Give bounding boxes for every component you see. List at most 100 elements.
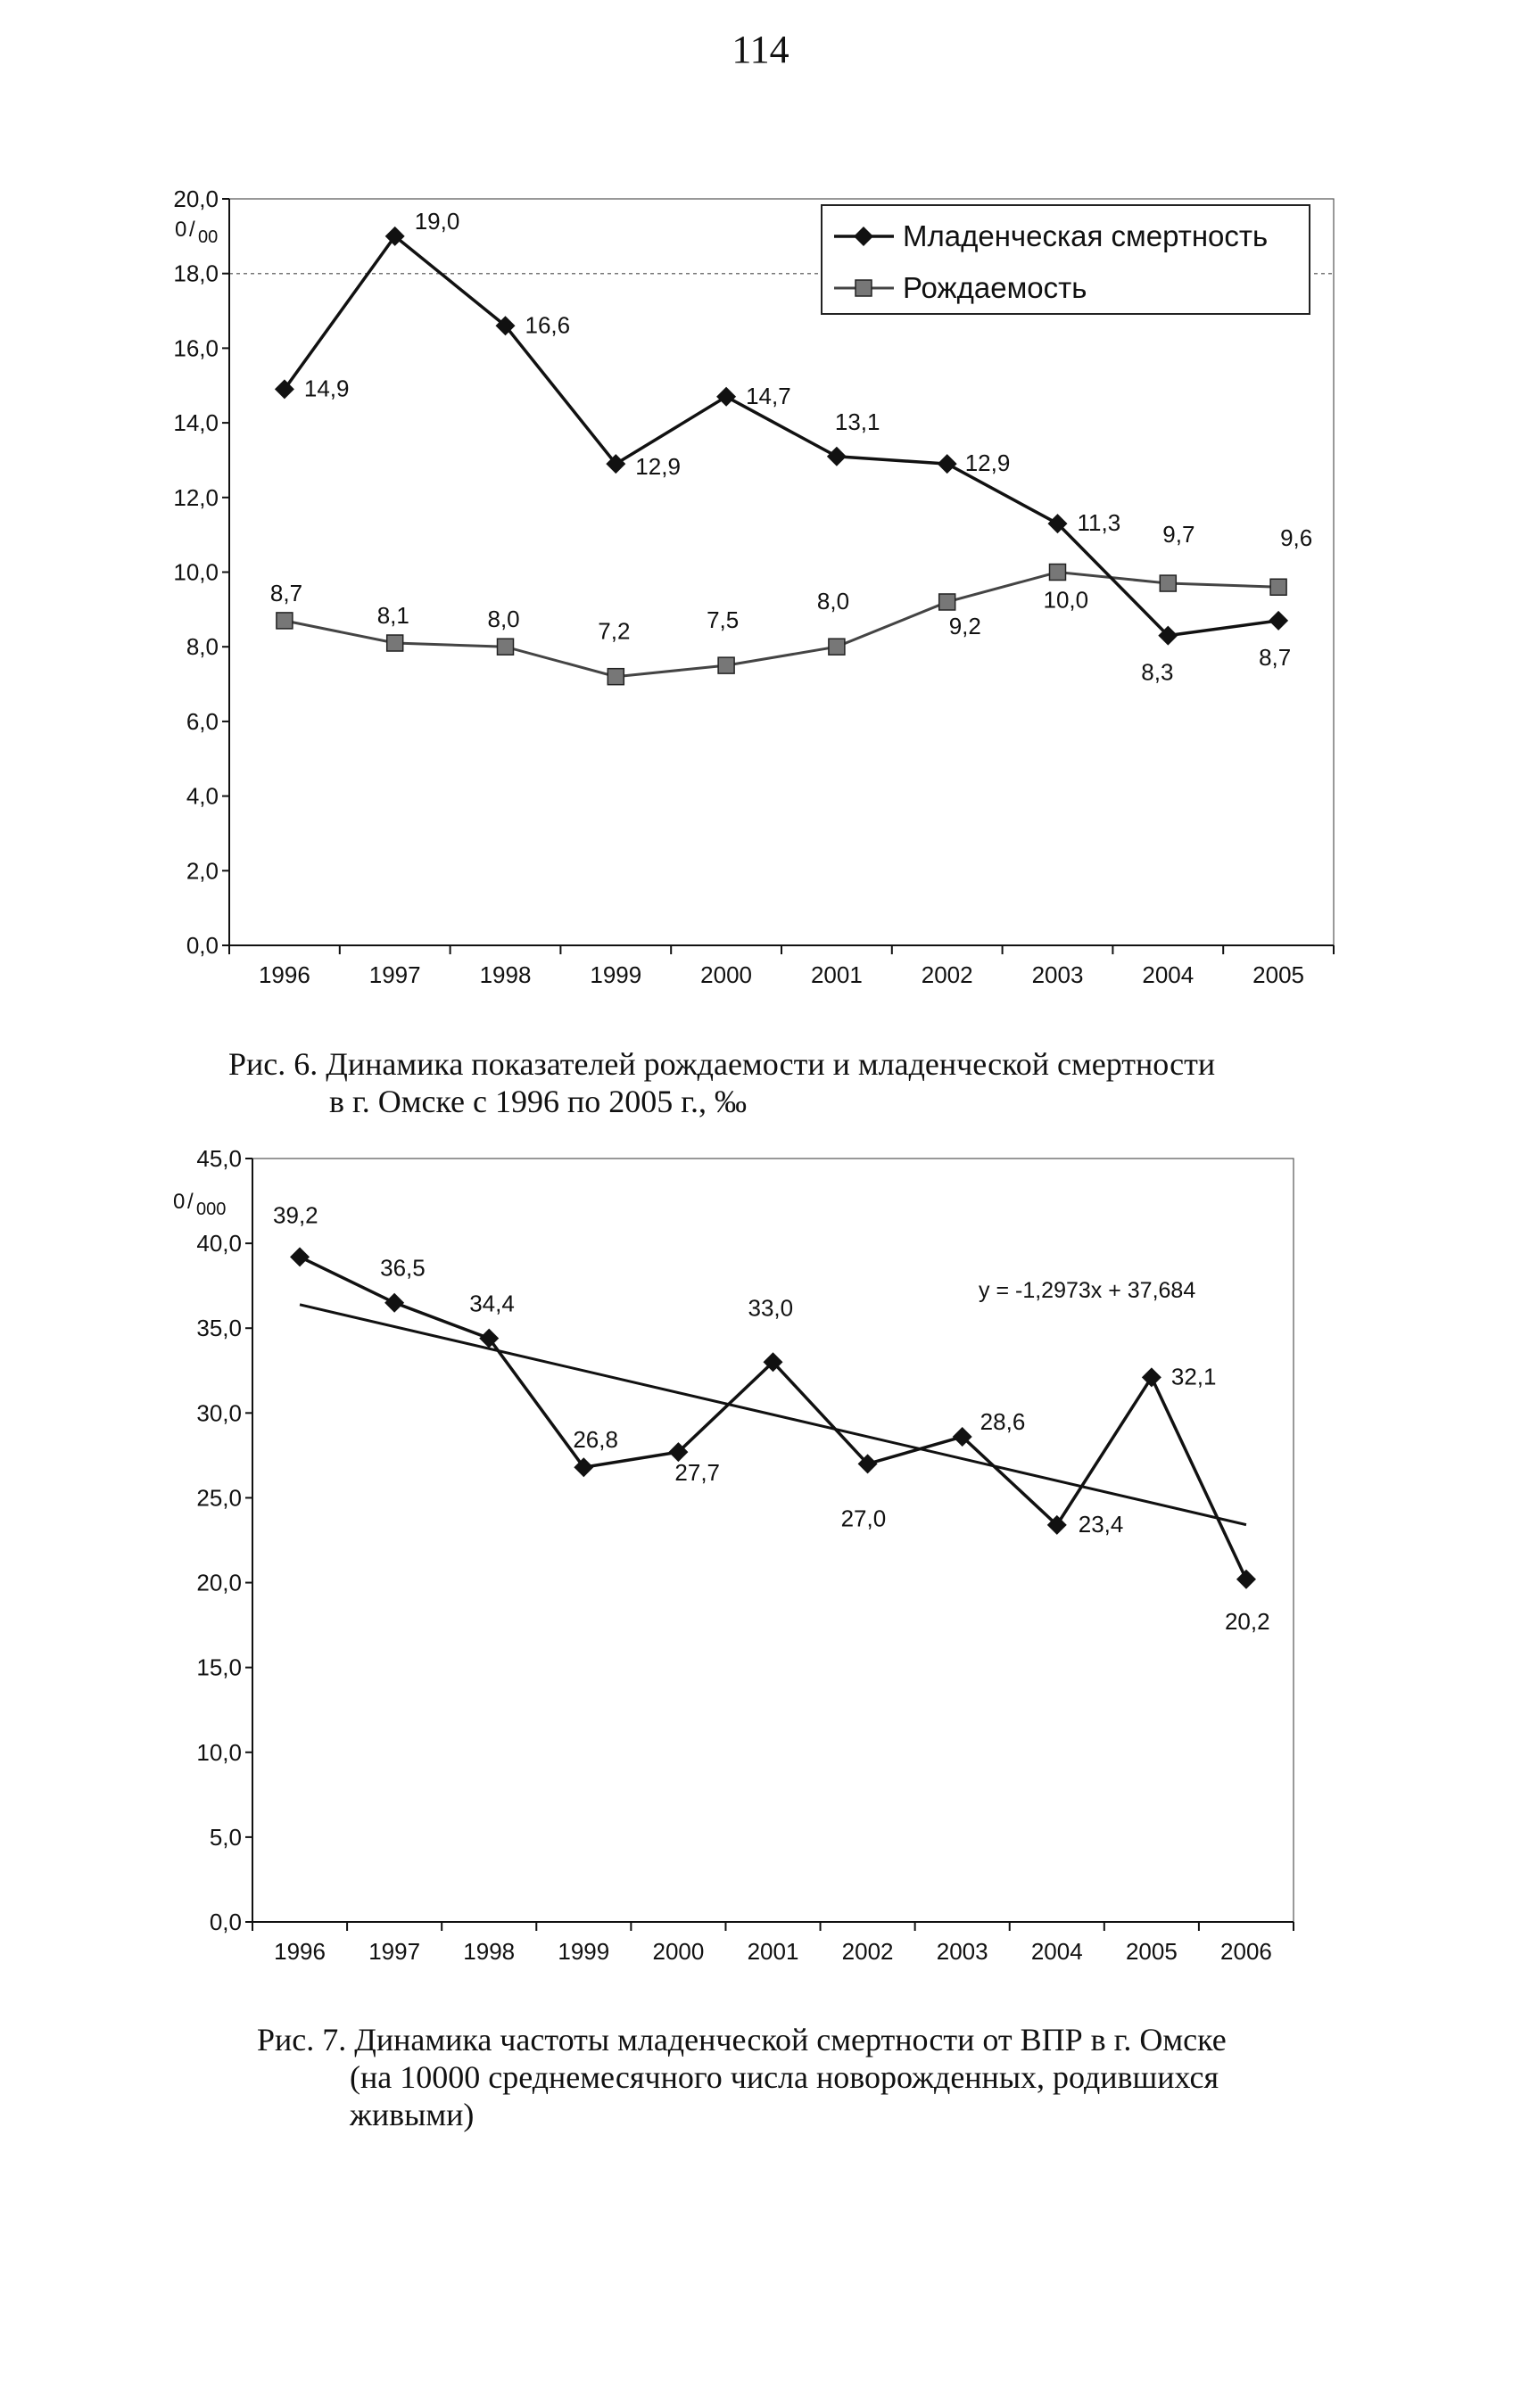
y-unit-label: / xyxy=(189,218,195,242)
y-tick-label: 35,0 xyxy=(196,1315,242,1341)
y-tick-label: 15,0 xyxy=(196,1654,242,1681)
y-unit-label: 000 xyxy=(196,1200,226,1219)
y-tick-label: 10,0 xyxy=(173,559,219,586)
infant-mortality-data-label: 19,0 xyxy=(415,208,460,235)
legend-label-birth-rate: Рождаемость xyxy=(903,271,1087,304)
birth-rate-data-label: 8,1 xyxy=(377,602,409,629)
x-tick-label: 2004 xyxy=(1142,961,1194,988)
y-unit-label: 0 xyxy=(173,1190,185,1214)
vpr-mortality-point xyxy=(952,1426,972,1447)
x-tick-label: 2005 xyxy=(1126,1938,1178,1965)
x-tick-label: 2005 xyxy=(1252,961,1304,988)
x-tick-label: 2004 xyxy=(1031,1938,1083,1965)
x-tick-label: 1996 xyxy=(259,961,310,988)
birth-rate-point xyxy=(938,593,956,611)
infant-mortality-data-label: 14,7 xyxy=(746,383,791,409)
vpr-mortality-data-label: 20,2 xyxy=(1225,1608,1270,1635)
caption-line: Рис. 7. Динамика частоты младенческой см… xyxy=(257,2022,1227,2058)
infant-mortality-data-label: 8,3 xyxy=(1141,659,1173,686)
vpr-mortality-data-label: 32,1 xyxy=(1171,1363,1217,1390)
legend-marker-diamond xyxy=(854,227,873,246)
infant-mortality-point xyxy=(826,446,847,466)
legend-box xyxy=(821,204,1310,315)
birth-rate-data-label: 9,6 xyxy=(1280,524,1312,551)
caption-line: Рис. 6. Динамика показателей рождаемости… xyxy=(228,1046,1216,1082)
vpr-mortality-point xyxy=(574,1457,594,1478)
y-tick-label: 10,0 xyxy=(196,1739,242,1766)
x-tick-label: 1996 xyxy=(274,1938,326,1965)
trendline-equation: y = -1,2973x + 37,684 xyxy=(979,1278,1195,1303)
y-tick-label: 16,0 xyxy=(173,334,219,361)
y-unit-label: 0 xyxy=(175,218,186,242)
vpr-mortality-data-label: 34,4 xyxy=(469,1291,515,1317)
figure-6-caption: Рис. 6. Динамика показателей рождаемости… xyxy=(228,1045,1215,1120)
y-tick-label: 30,0 xyxy=(196,1399,242,1426)
y-tick-label: 2,0 xyxy=(186,857,219,884)
vpr-mortality-point xyxy=(1046,1514,1067,1535)
chart-vpr-infant-mortality: 0,0 5,0 10,0 15,0 20,0 25,0 30,0 35,0 40,0 45,0 0/… xyxy=(173,1145,1294,1965)
vpr-mortality-point xyxy=(384,1292,405,1313)
x-tick-label: 1999 xyxy=(590,961,641,988)
infant-mortality-point xyxy=(274,379,294,400)
birth-rate-data-label: 9,2 xyxy=(949,613,981,639)
birth-rate-data-label: 10,0 xyxy=(1044,587,1089,614)
y-tick-label: 45,0 xyxy=(196,1145,242,1172)
infant-mortality-data-label: 14,9 xyxy=(304,375,350,401)
x-tick-label: 2002 xyxy=(842,1938,894,1965)
y-tick-label: 4,0 xyxy=(186,783,219,810)
y-tick-label: 8,0 xyxy=(186,633,219,660)
infant-mortality-data-label: 12,9 xyxy=(965,449,1011,476)
birth-rate-point xyxy=(717,656,735,674)
caption-line: живыми) xyxy=(350,2097,475,2132)
vpr-mortality-point xyxy=(479,1328,500,1348)
vpr-mortality-point xyxy=(1141,1367,1161,1388)
y-tick-label: 14,0 xyxy=(173,409,219,436)
y-tick-label: 20,0 xyxy=(173,186,219,212)
vpr-mortality-data-label: 33,0 xyxy=(748,1294,794,1321)
birth-rate-data-label: 8,7 xyxy=(270,580,302,606)
x-tick-label: 2001 xyxy=(748,1938,799,1965)
vpr-mortality-data-label: 39,2 xyxy=(273,1201,318,1228)
birth-rate-point xyxy=(828,638,846,656)
birth-rate-point xyxy=(607,667,625,686)
y-tick-label: 6,0 xyxy=(186,708,219,735)
x-tick-label: 2001 xyxy=(811,961,863,988)
vpr-mortality-point xyxy=(668,1442,689,1463)
birth-rate-data-label: 8,0 xyxy=(817,588,849,614)
infant-mortality-point xyxy=(384,226,405,246)
infant-mortality-point xyxy=(1269,610,1289,631)
x-tick-label: 2003 xyxy=(937,1938,988,1965)
infant-mortality-data-label: 16,6 xyxy=(525,311,571,338)
vpr-mortality-data-label: 26,8 xyxy=(573,1426,618,1453)
y-tick-label: 25,0 xyxy=(196,1484,242,1511)
infant-mortality-data-label: 8,7 xyxy=(1259,644,1291,671)
birth-rate-data-label: 7,2 xyxy=(598,618,630,645)
x-tick-label: 1999 xyxy=(558,1938,609,1965)
vpr-mortality-point xyxy=(763,1352,783,1373)
page-number: 114 xyxy=(732,28,789,71)
infant-mortality-point xyxy=(1047,514,1068,534)
x-tick-label: 2003 xyxy=(1032,961,1084,988)
y-tick-label: 5,0 xyxy=(210,1824,242,1851)
infant-mortality-point xyxy=(495,316,516,336)
x-tick-label: 1997 xyxy=(369,961,421,988)
y-tick-label: 20,0 xyxy=(196,1570,242,1596)
series-line-birth-rate xyxy=(284,570,1279,679)
trendline xyxy=(299,1303,1247,1527)
x-tick-label: 1998 xyxy=(463,1938,515,1965)
x-tick-label: 2000 xyxy=(652,1938,704,1965)
legend-marker-square xyxy=(855,279,872,297)
x-tick-label: 2006 xyxy=(1220,1938,1272,1965)
birth-rate-point xyxy=(496,638,515,656)
infant-mortality-point xyxy=(606,454,626,474)
caption-line: в г. Омске с 1996 по 2005 г., ‰ xyxy=(329,1084,747,1119)
x-tick-label: 2002 xyxy=(922,961,973,988)
infant-mortality-point xyxy=(937,454,957,474)
y-tick-label: 12,0 xyxy=(173,484,219,511)
birth-rate-data-label: 8,0 xyxy=(488,606,520,632)
birth-rate-point xyxy=(276,612,293,630)
birth-rate-point xyxy=(385,634,404,652)
vpr-mortality-data-label: 27,7 xyxy=(674,1459,720,1486)
infant-mortality-data-label: 13,1 xyxy=(835,408,880,435)
vpr-mortality-data-label: 23,4 xyxy=(1079,1511,1124,1538)
